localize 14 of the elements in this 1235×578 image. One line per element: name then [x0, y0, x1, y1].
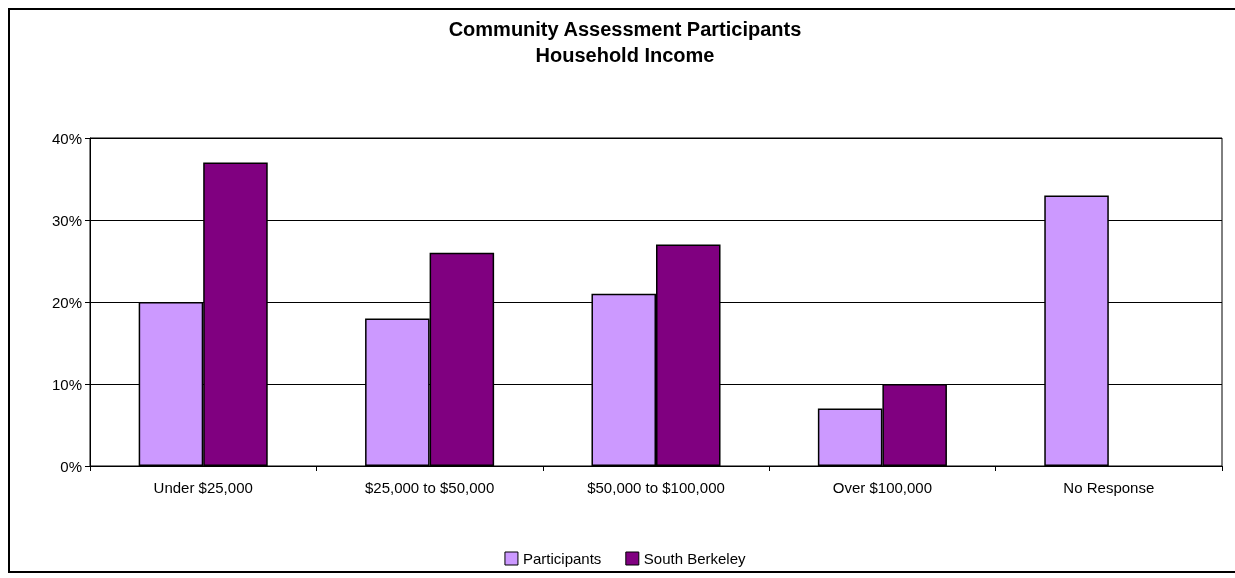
- y-tick-label: 0%: [60, 457, 82, 475]
- legend-label: Participants: [522, 550, 602, 567]
- chart-subtitle: Household Income: [535, 44, 715, 66]
- y-tick-label: 30%: [51, 211, 82, 229]
- y-tick-label: 10%: [51, 375, 82, 393]
- y-tick-label: 20%: [51, 293, 82, 311]
- y-tick-label: 40%: [51, 129, 82, 147]
- chart-title: Community Assessment Participants: [448, 18, 802, 40]
- x-tick-label: Under $25,000: [153, 479, 253, 496]
- x-tick-label: $50,000 to $100,000: [587, 479, 725, 496]
- x-tick-label: No Response: [1063, 479, 1155, 496]
- legend-label: South Berkeley: [643, 550, 747, 567]
- x-tick-label: Over $100,000: [832, 479, 933, 496]
- x-tick-label: $25,000 to $50,000: [364, 479, 495, 496]
